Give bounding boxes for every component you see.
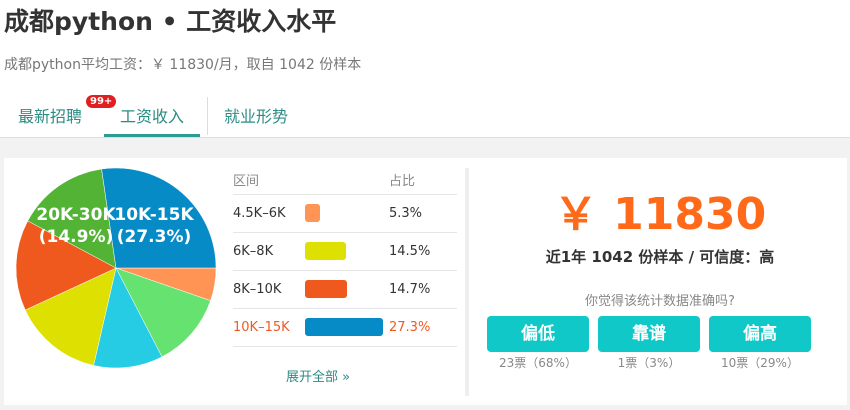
expand-all-link[interactable]: 展开全部 » bbox=[286, 370, 351, 385]
range-label: 10K–15K bbox=[233, 308, 305, 347]
pie-data-label: (14.9%) bbox=[39, 227, 114, 247]
range-label: 8K–10K bbox=[233, 270, 305, 309]
pie-data-label: (27.3%) bbox=[117, 227, 192, 247]
table-row: 4.5K–6K 5.3% bbox=[233, 194, 457, 233]
average-salary: ￥ 11830 bbox=[553, 189, 767, 240]
table-row: 10K–15K 27.3% bbox=[233, 308, 457, 347]
divider bbox=[465, 168, 469, 396]
pct-bar bbox=[305, 242, 347, 260]
tab-latest-jobs[interactable]: 最新招聘 bbox=[18, 107, 83, 126]
tab-employment[interactable]: 就业形势 bbox=[224, 107, 289, 126]
pct-value: 14.5% bbox=[389, 232, 457, 271]
vote-low-button[interactable]: 偏低 bbox=[487, 316, 589, 352]
vote-accurate-button[interactable]: 靠谱 bbox=[598, 316, 700, 352]
vote-high-count: 10票（29%） bbox=[721, 356, 799, 370]
header: 成都python • 工资收入水平 成都python平均工资：￥ 11830/月… bbox=[0, 0, 850, 138]
header-range: 区间 bbox=[233, 165, 305, 195]
pie-slice[interactable] bbox=[115, 267, 211, 358]
pct-value: 27.3% bbox=[389, 308, 457, 347]
range-label: 6K–8K bbox=[233, 232, 305, 271]
tab-divider bbox=[207, 97, 208, 135]
pie-slice[interactable] bbox=[93, 267, 163, 369]
page-subtitle: 成都python平均工资：￥ 11830/月，取自 1042 份样本 bbox=[4, 57, 362, 73]
accuracy-question: 你觉得该统计数据准确吗? bbox=[585, 294, 735, 309]
pie-data-label: 20K-30K bbox=[36, 205, 116, 225]
pct-value: 5.3% bbox=[389, 194, 457, 233]
pct-value: 14.7% bbox=[389, 270, 457, 309]
vote-low-count: 23票（68%） bbox=[499, 356, 577, 370]
sample-info: 近1年 1042 份样本 / 可信度：高 bbox=[545, 248, 775, 266]
salary-pie-chart: 20K-30K(14.9%)10K-15K(27.3%) bbox=[15, 167, 217, 369]
salary-table: 区间 占比 4.5K–6K 5.3% 6K–8K 14.5% 8K–10K 14.7%… bbox=[233, 165, 457, 347]
range-label: 4.5K–6K bbox=[233, 194, 305, 233]
vote-accurate-count: 1票（3%） bbox=[617, 356, 681, 370]
table-row: 8K–10K 14.7% bbox=[233, 270, 457, 309]
table-row: 6K–8K 14.5% bbox=[233, 232, 457, 271]
page-title: 成都python • 工资收入水平 bbox=[4, 7, 337, 36]
pie-slice[interactable] bbox=[101, 167, 217, 269]
tab-salary[interactable]: 工资收入 bbox=[104, 103, 201, 137]
pct-bar bbox=[305, 204, 321, 222]
pie-slice[interactable] bbox=[27, 168, 117, 269]
pie-slice[interactable] bbox=[15, 220, 117, 311]
pct-bar bbox=[305, 280, 347, 298]
header-pct: 占比 bbox=[389, 165, 457, 195]
pie-slice[interactable] bbox=[24, 267, 117, 366]
notification-badge: 99+ bbox=[86, 95, 117, 108]
pie-data-label: 10K-15K bbox=[114, 205, 194, 225]
pct-bar bbox=[305, 318, 383, 336]
vote-high-button[interactable]: 偏高 bbox=[709, 316, 811, 352]
